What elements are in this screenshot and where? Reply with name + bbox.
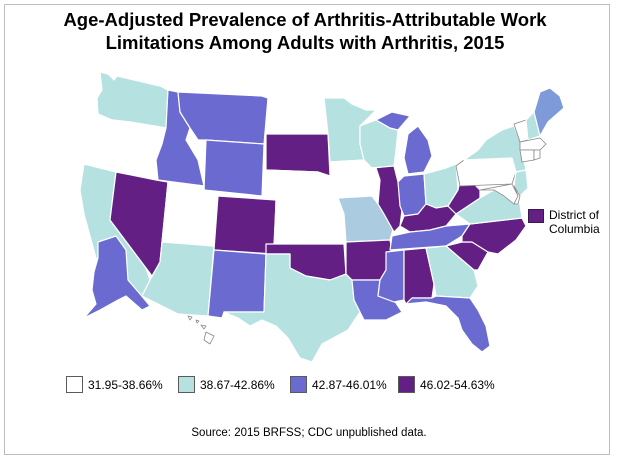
legend-label-3: 42.87-46.01%	[312, 377, 387, 392]
state-pennsylvania	[455, 157, 517, 187]
legend-swatch-4	[398, 376, 415, 393]
state-texas	[223, 253, 361, 363]
state-new-jersey	[513, 169, 529, 197]
legend-label-2: 38.67-42.86%	[200, 377, 275, 392]
source-note: Source: 2015 BRFSS; CDC unpublished data…	[191, 427, 427, 439]
state-alaska	[83, 235, 151, 319]
title-line-2: Limitations Among Adults with Arthritis,…	[105, 32, 505, 53]
legend-label-4: 46.02-54.63%	[420, 377, 495, 392]
state-rhode-island	[533, 149, 541, 161]
map-title: Age-Adjusted Prevalence of Arthritis-Att…	[0, 8, 610, 54]
state-delaware	[513, 185, 521, 205]
legend-item-1: 31.95-38.66%	[66, 376, 163, 393]
dc-swatch	[528, 209, 544, 223]
legend-item-2: 38.67-42.86%	[178, 376, 275, 393]
state-maine	[533, 87, 565, 137]
legend-label-1: 31.95-38.66%	[88, 377, 163, 392]
legend-swatch-3	[290, 376, 307, 393]
state-florida	[405, 295, 491, 353]
state-massachusetts	[519, 137, 547, 151]
state-kansas	[273, 203, 345, 245]
state-michigan	[375, 111, 433, 175]
state-montana	[177, 91, 269, 145]
state-utah	[161, 181, 219, 247]
legend-item-4: 46.02-54.63%	[398, 376, 495, 393]
dc-label: District of Columbia	[549, 208, 600, 236]
state-wyoming	[203, 139, 265, 197]
state-north-dakota	[265, 97, 329, 135]
state-south-dakota	[265, 133, 331, 177]
legend-swatch-1	[66, 376, 83, 393]
dc-legend-item: District of Columbia	[528, 208, 618, 236]
state-hawaii	[187, 315, 215, 345]
state-new-mexico	[207, 249, 267, 319]
state-illinois	[371, 165, 403, 233]
state-north-carolina	[461, 217, 527, 255]
legend: 31.95-38.66% 38.67-42.86% 42.87-46.01% 4…	[0, 376, 618, 406]
state-connecticut	[519, 149, 535, 163]
legend-swatch-2	[178, 376, 195, 393]
title-line-1: Age-Adjusted Prevalence of Arthritis-Att…	[63, 9, 547, 30]
legend-item-3: 42.87-46.01%	[290, 376, 387, 393]
